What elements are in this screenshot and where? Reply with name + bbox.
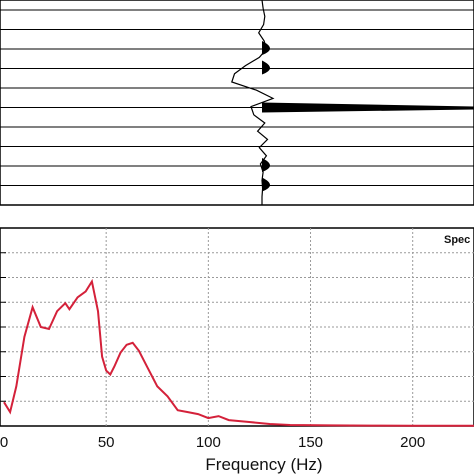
center-trace-tail: [262, 102, 474, 113]
x-axis-title: Frequency (Hz): [205, 455, 322, 474]
trace-lines: [0, 9, 474, 206]
spectrum-panel: 0 50 100 150 200 Spec Frequency (Hz): [0, 227, 474, 474]
positive-lobe: [262, 158, 270, 172]
x-tick-label: 200: [400, 434, 425, 451]
positive-lobe: [262, 41, 270, 55]
positive-lobe: [262, 177, 270, 192]
x-tick-label: 100: [196, 434, 221, 451]
legend-label: Spec: [444, 234, 470, 246]
x-tick-label: 150: [298, 434, 323, 451]
wavelet-trace: [231, 0, 474, 205]
x-tick-label: 0: [0, 434, 8, 451]
seismic-panel-frame: [0, 0, 474, 206]
positive-lobe: [262, 60, 270, 75]
seismic-trace-panel: [0, 0, 474, 206]
spectrum-grid: [0, 228, 474, 426]
x-tick-label: 50: [98, 434, 115, 451]
spectrum-line: [3, 278, 474, 427]
spectrum-x-ticks: 0 50 100 150 200: [0, 434, 425, 451]
